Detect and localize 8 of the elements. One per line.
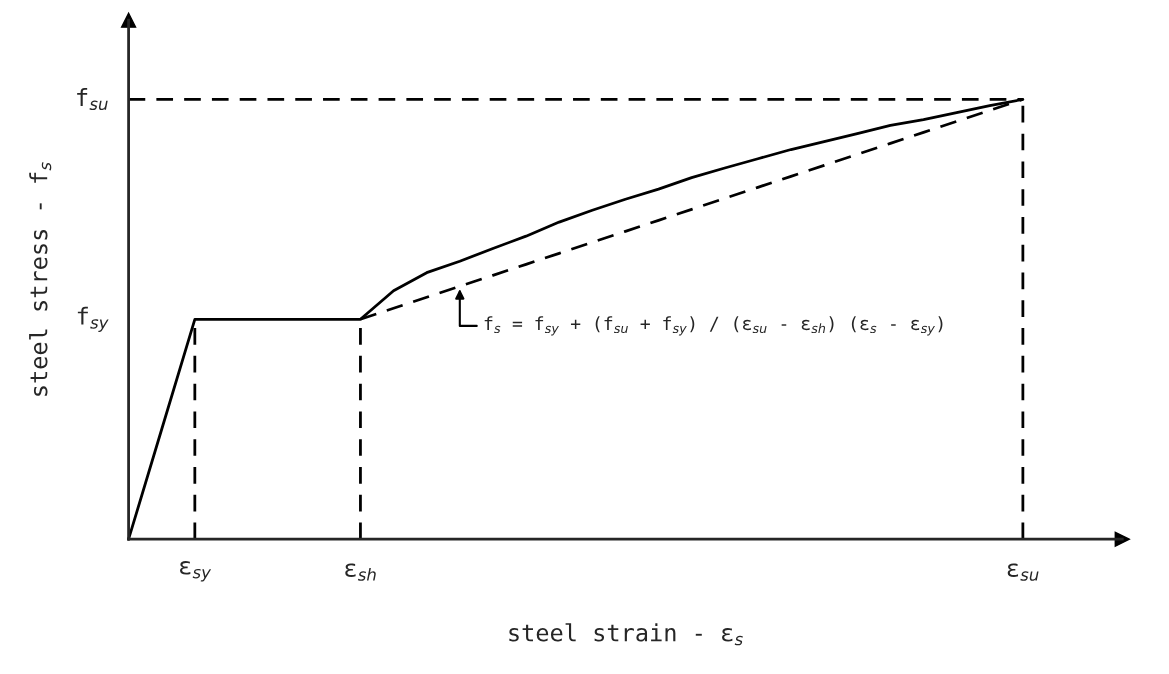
x-tick-label: ε$_{sh}$ <box>345 563 376 581</box>
y-axis-title: steel stress - f$_{s}$ <box>29 162 52 396</box>
x-tick-label: ε$_{su}$ <box>1007 563 1039 581</box>
x-tick-label: ε$_{sy}$ <box>180 561 212 582</box>
text: f$_{sy}$ <box>77 306 109 332</box>
x-axis-title: steel strain - ε$_{s}$ <box>509 623 743 646</box>
text: f$_{su}$ <box>77 88 108 111</box>
text: f$_{s}$ = f$_{sy}$ + (f$_{su}$ + f$_{sy}$) / (ε$_{su}$ - ε$_{sh}$) (ε$_{s}$ - ε$_{sy}$) <box>484 316 943 336</box>
